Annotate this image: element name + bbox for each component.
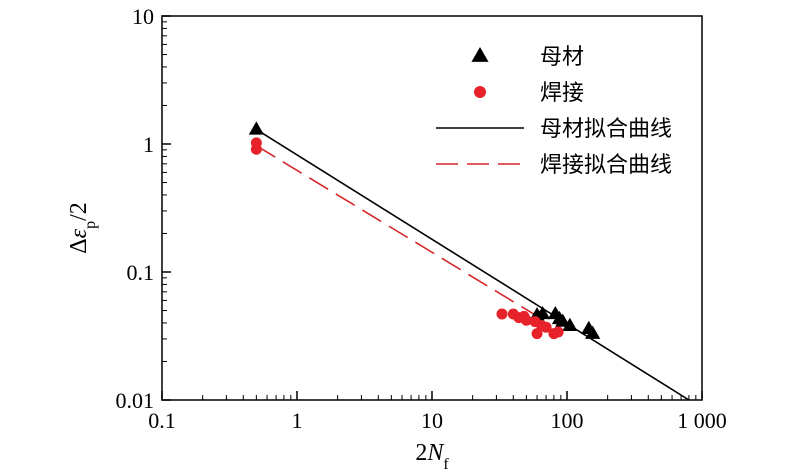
- x-axis-title: 2Nf: [415, 440, 449, 473]
- fit-line: [255, 145, 547, 323]
- legend-marker-circle: [474, 86, 486, 98]
- data-point-circle: [552, 326, 564, 338]
- legend-label: 母材拟合曲线: [540, 117, 672, 142]
- data-point-circle: [540, 321, 552, 333]
- x-tick-label: 0.1: [148, 408, 176, 433]
- x-tick-label: 1: [292, 408, 303, 433]
- data-point-triangle: [555, 313, 571, 327]
- y-tick-label: 1: [143, 132, 154, 157]
- legend-label: 焊接拟合曲线: [540, 153, 672, 178]
- y-title-suffix: /2: [66, 202, 92, 221]
- x-tick-label: 1 000: [677, 408, 727, 433]
- x-title-main: 2: [415, 440, 427, 466]
- data-point-triangle: [535, 305, 551, 320]
- x-tick-label: 100: [551, 408, 584, 433]
- data-point-circle: [250, 143, 262, 155]
- legend-label: 母材: [540, 45, 584, 70]
- legend-marker-triangle: [471, 47, 489, 62]
- data-point-triangle: [562, 317, 578, 331]
- data-point-triangle: [248, 121, 264, 135]
- y-tick-label: 10: [132, 4, 154, 29]
- y-axis: 0.01 0.1 1 10: [116, 4, 171, 413]
- x-title-italic: N: [426, 440, 445, 466]
- data-point-triangle: [585, 325, 601, 339]
- data-point-circle: [520, 314, 532, 326]
- series-layer: [248, 121, 690, 401]
- y-tick-label: 0.01: [116, 388, 155, 413]
- plot-frame: [161, 15, 703, 401]
- legend-label: 焊接: [540, 81, 584, 106]
- data-point-circle: [496, 308, 508, 320]
- y-title-italic: ε: [66, 228, 92, 238]
- x-axis: 0.1 1 10 100 1 000: [148, 391, 727, 433]
- y-title-prefix: Δ: [66, 238, 92, 253]
- fit-line: [255, 128, 690, 401]
- y-title-sub: p: [82, 221, 99, 229]
- x-title-sub: f: [443, 456, 449, 473]
- plot-area: [161, 15, 703, 401]
- y-axis-title: Δεp/2: [66, 202, 99, 254]
- y-tick-label: 0.1: [127, 260, 155, 285]
- x-tick-label: 10: [421, 408, 443, 433]
